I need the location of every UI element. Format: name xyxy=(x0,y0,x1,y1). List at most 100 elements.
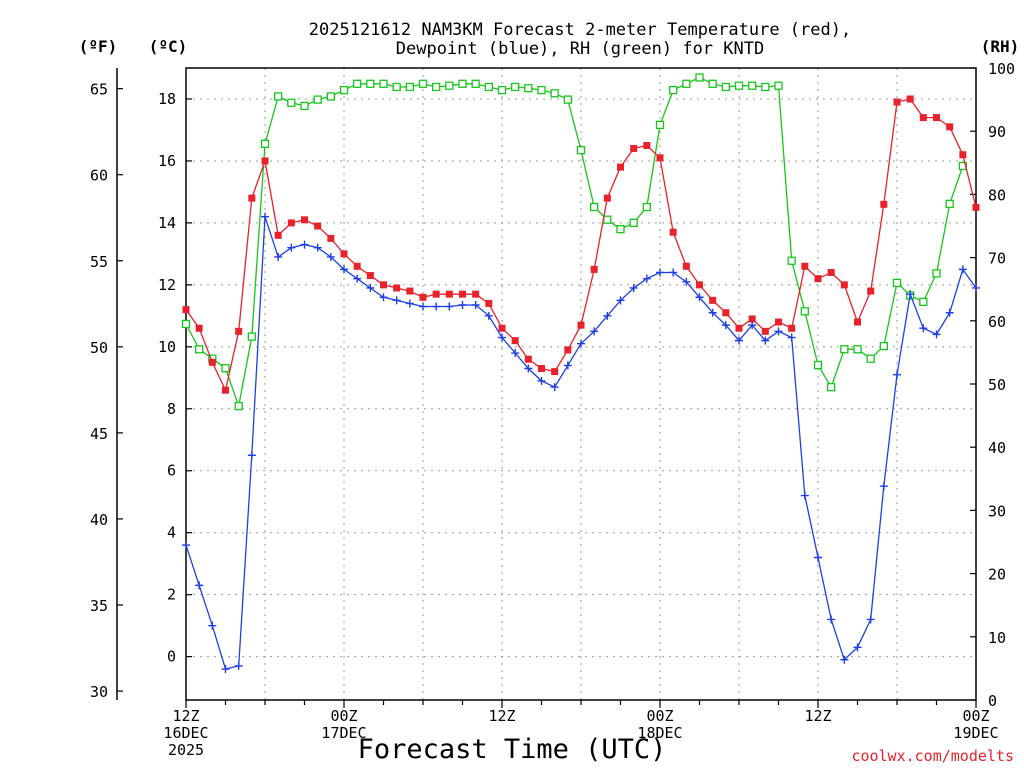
dewpoint-point xyxy=(261,212,269,221)
temperature-point xyxy=(919,114,927,122)
x-tick-label: 00Z xyxy=(962,707,989,725)
rh-point xyxy=(274,92,283,101)
temperature-point xyxy=(472,290,480,298)
dewpoint-point xyxy=(642,274,651,283)
temperature-point xyxy=(630,145,638,153)
rh-point xyxy=(827,383,836,392)
dewpoint-point xyxy=(405,299,414,308)
rh-point xyxy=(629,218,638,227)
temperature-point xyxy=(485,299,493,307)
dewpoint-point xyxy=(958,265,967,274)
temperature-point xyxy=(682,262,690,270)
tick-label-rh: 90 xyxy=(988,123,1006,141)
dewpoint-point xyxy=(577,339,585,348)
temperature-point xyxy=(801,262,809,270)
temperature-point xyxy=(511,337,519,345)
dewpoint-point xyxy=(511,349,520,358)
rh-point xyxy=(576,146,586,155)
rh-point xyxy=(221,364,230,373)
rh-point xyxy=(590,202,599,212)
dewpoint-point xyxy=(445,302,454,311)
tick-label-f: 50 xyxy=(90,339,108,357)
rh-point xyxy=(734,81,744,90)
tick-label-f: 45 xyxy=(90,425,108,443)
x-tick-label: 12Z xyxy=(488,707,515,725)
tick-label-c: 0 xyxy=(167,648,176,666)
tick-label-c: 14 xyxy=(158,214,176,232)
dewpoint-point xyxy=(563,361,572,370)
dewpoint-point xyxy=(853,643,862,652)
chart-title-line2: Dewpoint (blue), RH (green) for KNTD xyxy=(396,39,764,59)
tick-label-rh: 30 xyxy=(988,502,1006,520)
temperature-point xyxy=(538,365,545,373)
temperature-point xyxy=(814,275,822,283)
temperature-point xyxy=(393,284,401,292)
dewpoint-point xyxy=(814,553,822,562)
temperature-point xyxy=(182,306,190,314)
dewpoint-point xyxy=(498,333,506,342)
rh-point xyxy=(405,82,414,92)
rh-point xyxy=(247,332,256,341)
temperature-point xyxy=(722,309,730,317)
rh-point xyxy=(300,101,309,111)
x-tick-label: 17DEC xyxy=(321,724,366,742)
temperature-point xyxy=(248,194,256,202)
temperature-point xyxy=(959,151,967,159)
dewpoint-point xyxy=(945,308,954,317)
temperature-point xyxy=(353,262,361,270)
tick-label-c: 4 xyxy=(167,524,176,542)
temperature-point xyxy=(867,287,875,295)
x-tick-label: 18DEC xyxy=(637,724,682,742)
celsius-unit-label: (ºC) xyxy=(149,37,188,56)
rh-unit-label: (RH) xyxy=(981,37,1020,56)
x-tick-label: 2025 xyxy=(168,741,204,759)
rh-point xyxy=(445,81,454,90)
rh-point xyxy=(379,79,388,88)
rh-point xyxy=(655,120,665,130)
dewpoint-point xyxy=(353,274,362,283)
dewpoint-point xyxy=(919,324,928,333)
dewpoint-point xyxy=(748,321,757,330)
rh-point xyxy=(879,341,888,351)
tick-label-rh: 80 xyxy=(988,186,1006,204)
dewpoint-point xyxy=(827,615,836,624)
rh-point xyxy=(813,360,823,370)
temperature-point xyxy=(775,318,782,326)
rh-point xyxy=(287,98,296,107)
tick-label-rh: 100 xyxy=(988,60,1015,78)
tick-label-rh: 0 xyxy=(988,692,997,710)
temperature-point xyxy=(406,287,414,295)
dewpoint-point xyxy=(735,336,743,345)
temperature-point xyxy=(788,324,796,332)
temperature-point xyxy=(972,203,980,211)
rh-point xyxy=(603,215,612,224)
dewpoint-point xyxy=(195,581,204,590)
rh-point xyxy=(432,82,441,92)
rh-point xyxy=(353,79,362,88)
rh-point xyxy=(669,85,678,95)
temperature-point xyxy=(195,324,203,332)
temperature-point xyxy=(222,386,229,394)
grid-lines xyxy=(186,68,976,700)
rh-point xyxy=(260,139,270,148)
temperature-point xyxy=(524,355,532,363)
x-tick-label: 19DEC xyxy=(953,724,998,742)
temperature-point xyxy=(445,290,453,298)
dewpoint-point xyxy=(221,665,230,674)
rh-point xyxy=(550,89,559,98)
tick-label-rh: 20 xyxy=(988,566,1006,584)
rh-point xyxy=(853,345,862,354)
dewpoint-point xyxy=(392,296,401,305)
x-tick-label: 12Z xyxy=(804,707,831,725)
dewpoint-point xyxy=(234,661,243,670)
tick-label-f: 65 xyxy=(90,81,108,99)
credit-text: coolwx.com/modelts xyxy=(851,747,1014,765)
dewpoint-point xyxy=(906,290,915,299)
fahrenheit-unit-label: (ºF) xyxy=(79,37,118,56)
temperature-point xyxy=(748,315,756,323)
tick-label-f: 30 xyxy=(90,683,108,701)
dewpoint-point xyxy=(340,265,348,274)
rh-point xyxy=(682,79,691,88)
rh-point xyxy=(616,225,625,234)
